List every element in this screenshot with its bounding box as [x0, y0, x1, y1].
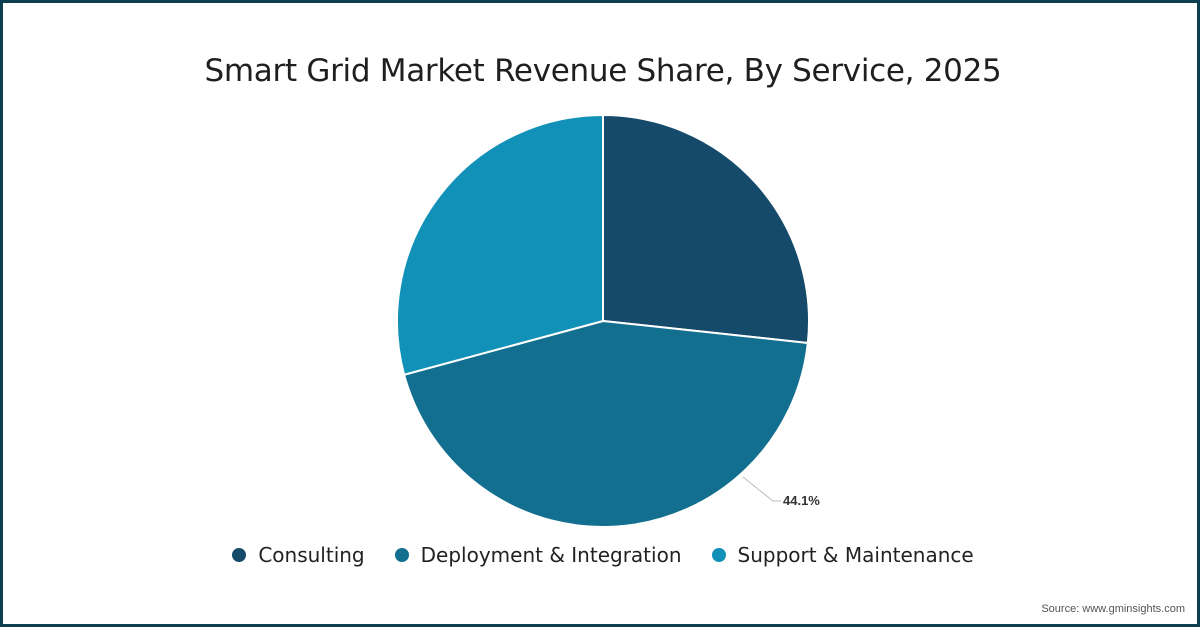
slice-label-deployment: 44.1%: [783, 493, 820, 508]
leader-line: [742, 476, 781, 502]
legend-label: Support & Maintenance: [737, 543, 974, 567]
pie-slice-support-maintenance[interactable]: [396, 113, 604, 376]
chart-title: Smart Grid Market Revenue Share, By Serv…: [204, 53, 1002, 89]
legend-dot-icon: [394, 548, 409, 562]
legend-item-support-maintenance[interactable]: Support & Maintenance: [711, 543, 974, 567]
legend-label: Consulting: [258, 543, 365, 567]
legend-label: Deployment & Integration: [420, 543, 682, 567]
pie-chart: 44.1%: [396, 113, 820, 528]
pie-slices: [396, 113, 810, 528]
legend-item-consulting[interactable]: Consulting: [232, 543, 365, 567]
legend-item-deployment-integration[interactable]: Deployment & Integration: [394, 543, 682, 567]
legend-dot-icon: [232, 548, 247, 562]
legend-dot-icon: [711, 548, 726, 562]
pie-slice-consulting[interactable]: [602, 113, 810, 345]
source-note: Source: www.gminsights.com: [1041, 603, 1185, 615]
pie-slice-deployment-integration[interactable]: [402, 319, 809, 528]
legend: Consulting Deployment & Integration Supp…: [3, 543, 1200, 567]
